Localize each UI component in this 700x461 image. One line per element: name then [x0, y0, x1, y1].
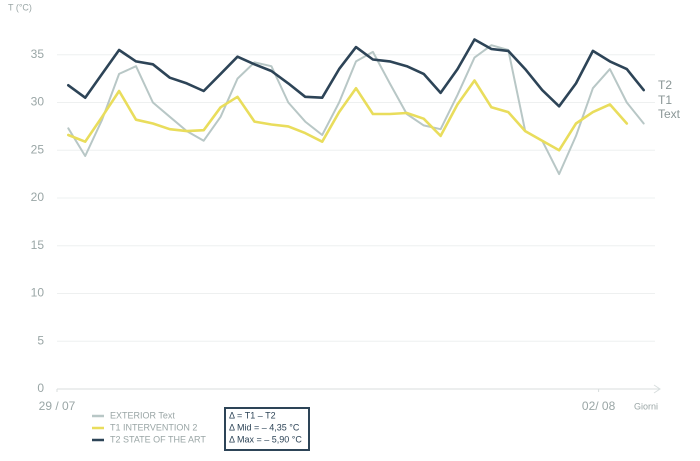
- annotation-line: Δ = T1 – T2: [229, 410, 276, 420]
- annotation-line: Δ Max = – 5,90 °C: [229, 434, 302, 444]
- x-tick-label: 02/ 08: [582, 399, 616, 413]
- y-tick-label: 10: [31, 286, 45, 300]
- series-line: [67, 44, 645, 176]
- annotation-line: Δ Mid = – 4,35 °C: [229, 422, 300, 432]
- end-label: T2: [658, 78, 672, 92]
- y-tick-label: 20: [31, 190, 45, 204]
- legend-label: T1 INTERVENTION 2: [110, 422, 197, 432]
- x-tick-label: 29 / 07: [39, 399, 76, 413]
- x-axis-arrow: [653, 384, 661, 394]
- y-tick-label: 0: [37, 381, 44, 395]
- legend-label: EXTERIOR Text: [110, 410, 175, 420]
- legend-label: T2 STATE OF THE ART: [110, 434, 206, 444]
- y-tick-label: 5: [37, 333, 44, 347]
- y-tick-label: 30: [31, 95, 45, 109]
- x-axis-label: Giorni: [634, 401, 658, 411]
- end-label: T1: [658, 93, 672, 107]
- series-line: [67, 79, 629, 152]
- y-tick-label: 25: [31, 142, 45, 156]
- annotation-box: [224, 407, 310, 451]
- y-tick-label: 15: [31, 238, 45, 252]
- y-axis-label: T (°C): [8, 2, 32, 12]
- y-tick-label: 35: [31, 47, 45, 61]
- end-label: Text: [658, 107, 681, 121]
- series-line: [67, 38, 645, 108]
